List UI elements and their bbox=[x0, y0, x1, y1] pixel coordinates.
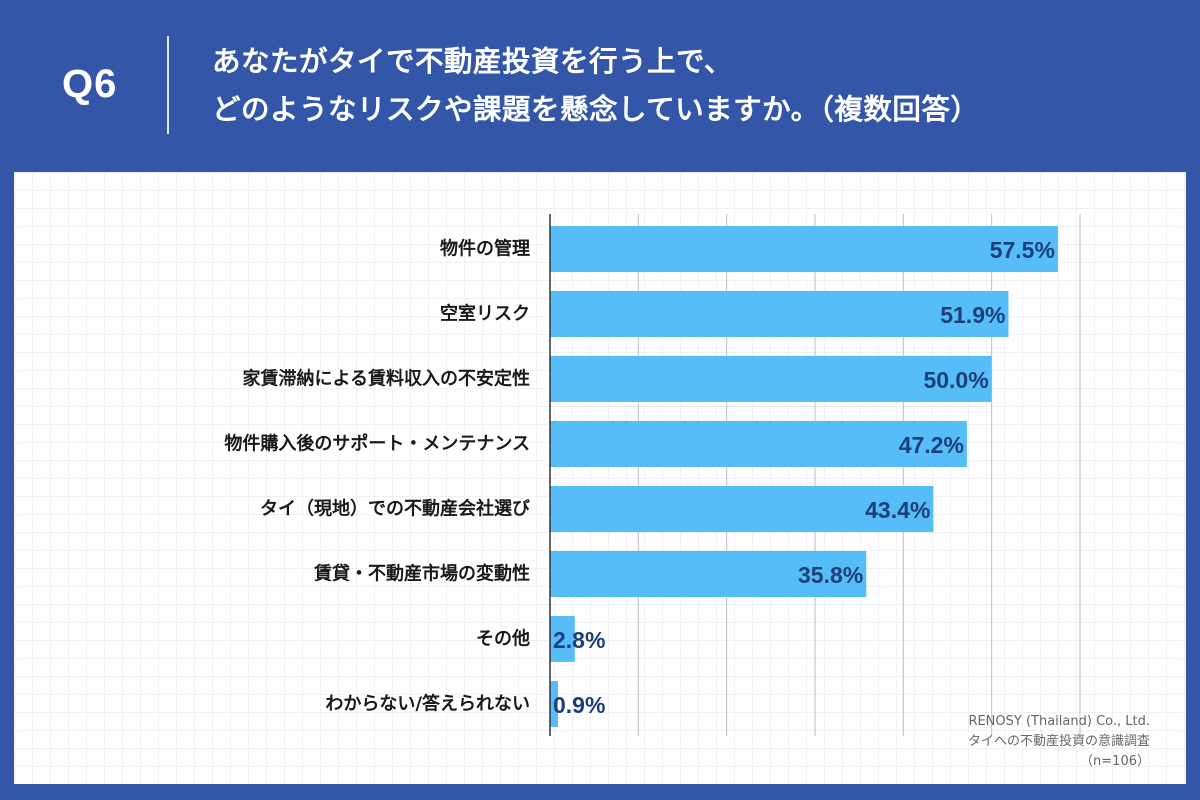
category-label: 物件購入後のサポート・メンテナンス bbox=[224, 433, 530, 455]
bar bbox=[550, 226, 1058, 272]
question-header: Q6 あなたがタイで不動産投資を行う上で、 どのようなリスクや課題を懸念していま… bbox=[0, 0, 1200, 170]
credit-sample-size: （n=106） bbox=[1080, 754, 1150, 769]
bar bbox=[550, 616, 575, 662]
bar bbox=[550, 681, 558, 727]
bar bbox=[550, 486, 934, 532]
question-title-line-2: どのようなリスクや課題を懸念していますか。（複数回答） bbox=[212, 93, 980, 126]
value-label: 47.2% bbox=[899, 432, 964, 458]
category-label: その他 bbox=[476, 628, 530, 650]
category-label: 空室リスク bbox=[440, 303, 530, 325]
value-label: 57.5% bbox=[990, 237, 1055, 263]
question-title: あなたがタイで不動産投資を行う上で、 どのようなリスクや課題を懸念していますか。… bbox=[212, 38, 1172, 134]
value-label: 2.8% bbox=[553, 627, 605, 653]
source-credit: RENOSY (Thailand) Co., Ltd. タイへの不動産投資の意識… bbox=[968, 712, 1150, 772]
bar bbox=[550, 291, 1009, 337]
category-label: 家賃滞納による賃料収入の不安定性 bbox=[243, 368, 530, 390]
header-divider bbox=[167, 36, 169, 134]
bar bbox=[550, 421, 967, 467]
value-label: 51.9% bbox=[940, 302, 1005, 328]
category-label: わからない/答えられない bbox=[325, 693, 530, 715]
chart-panel: 物件の管理 57.5% 空室リスク 51.9% 家賃滞納による賃料収入の不安定性 50.0… bbox=[14, 172, 1186, 784]
value-label: 50.0% bbox=[923, 367, 988, 393]
credit-company: RENOSY (Thailand) Co., Ltd. bbox=[968, 714, 1150, 729]
category-label: 賃貸・不動産市場の変動性 bbox=[313, 563, 530, 585]
question-title-line-1: あなたがタイで不動産投資を行う上で、 bbox=[212, 45, 733, 78]
credit-survey: タイへの不動産投資の意識調査 bbox=[967, 734, 1150, 749]
bar-chart: 物件の管理 57.5% 空室リスク 51.9% 家賃滞納による賃料収入の不安定性 50.0… bbox=[224, 214, 1081, 736]
value-label: 35.8% bbox=[798, 562, 863, 588]
value-label: 43.4% bbox=[865, 497, 930, 523]
question-number: Q6 bbox=[62, 62, 118, 106]
bar bbox=[550, 551, 867, 597]
category-label: タイ（現地）での不動産会社選び bbox=[260, 498, 531, 520]
value-label: 0.9% bbox=[553, 692, 605, 718]
bar bbox=[550, 356, 992, 402]
category-label: 物件の管理 bbox=[440, 238, 530, 260]
